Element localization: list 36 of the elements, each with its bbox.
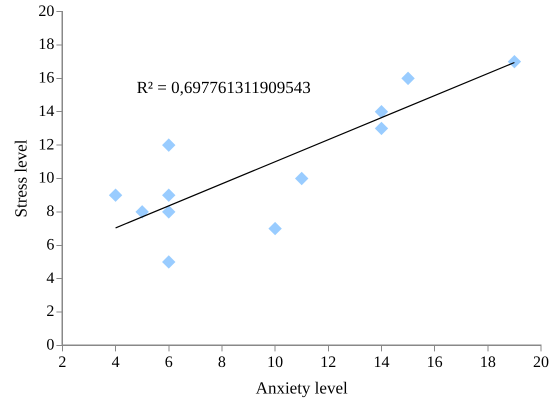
point [295, 172, 308, 185]
point [162, 255, 176, 268]
point [268, 222, 282, 236]
x-tick-label: 8 [218, 354, 226, 372]
x-tick-label: 2 [58, 354, 66, 372]
y-tick-label: 8 [46, 203, 54, 220]
x-tick-label: 16 [426, 354, 443, 372]
x-tick-label: 6 [164, 354, 173, 372]
y-tick-label: 12 [38, 136, 54, 154]
y-tick-label: 20 [38, 2, 54, 20]
x-axis-title: Anxiety level [256, 378, 348, 398]
y-tick-label: 0 [46, 336, 54, 354]
x-tick-label: 14 [373, 354, 390, 372]
y-tick-label: 2 [46, 303, 54, 320]
point [402, 72, 415, 85]
y-tick-label: 6 [46, 236, 54, 254]
point [374, 105, 388, 118]
point [374, 122, 388, 135]
x-tick-label: 4 [112, 354, 120, 372]
point [136, 205, 149, 218]
point [162, 188, 176, 202]
point [162, 205, 176, 218]
y-tick-label: 16 [38, 70, 54, 87]
x-tick-label: 12 [320, 354, 336, 372]
y-tick-label: 18 [38, 36, 54, 54]
x-tick-label: 18 [480, 354, 496, 372]
x-tick-label: 20 [533, 354, 549, 372]
x-tick-label: 10 [267, 354, 284, 372]
y-tick-label: 10 [38, 170, 54, 187]
point [109, 188, 122, 202]
y-tick-label: 14 [38, 102, 54, 120]
y-axis-title: Stress level [12, 139, 31, 218]
annotation: R² = 0,697761311909543 [136, 78, 311, 97]
y-tick-label: 4 [46, 270, 54, 287]
point [508, 55, 521, 68]
point [162, 138, 176, 152]
